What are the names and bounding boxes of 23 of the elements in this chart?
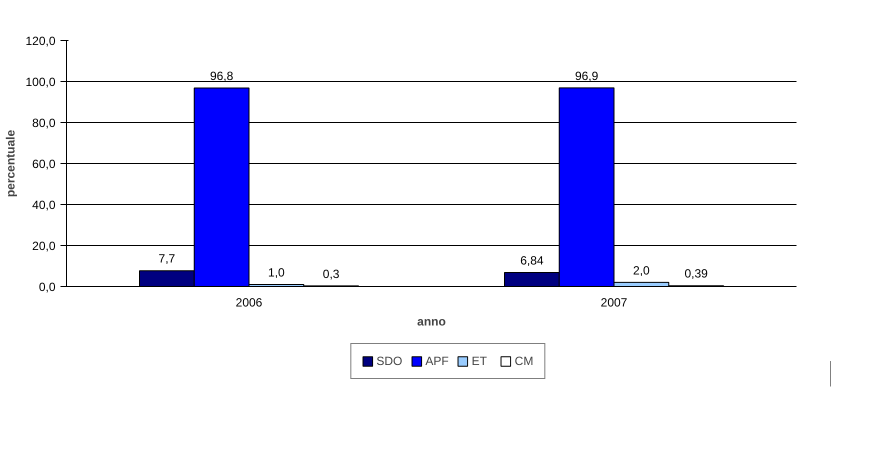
legend-label: APF <box>425 354 449 368</box>
data-label: 96,9 <box>574 68 599 83</box>
data-label: 6,84 <box>520 253 544 268</box>
data-label: 0,39 <box>684 266 708 281</box>
data-label: 0,3 <box>322 266 340 281</box>
y-tick-label: 40,0 <box>32 198 56 212</box>
x-tick-label: 2006 <box>236 296 263 310</box>
data-label: 7,7 <box>158 252 176 266</box>
y-tick-label: 0,0 <box>38 280 56 294</box>
legend-label: ET <box>472 354 488 368</box>
y-tick-label: 120,0 <box>25 34 56 48</box>
y-tick-label: 100,0 <box>25 75 56 89</box>
y-axis-title: percentuale <box>3 129 18 198</box>
y-tick-label: 60,0 <box>32 157 56 171</box>
x-axis-title: anno <box>417 314 446 328</box>
x-tick-label: 2007 <box>600 296 628 310</box>
legend-label: SDO <box>376 354 402 368</box>
data-label: 96,8 <box>210 69 234 84</box>
y-tick-label: 80,0 <box>32 116 56 130</box>
legend-label: CM <box>514 354 534 368</box>
data-label: 1,0 <box>268 265 286 280</box>
data-label: 2,0 <box>633 263 650 278</box>
y-tick-label: 20,0 <box>32 239 56 253</box>
